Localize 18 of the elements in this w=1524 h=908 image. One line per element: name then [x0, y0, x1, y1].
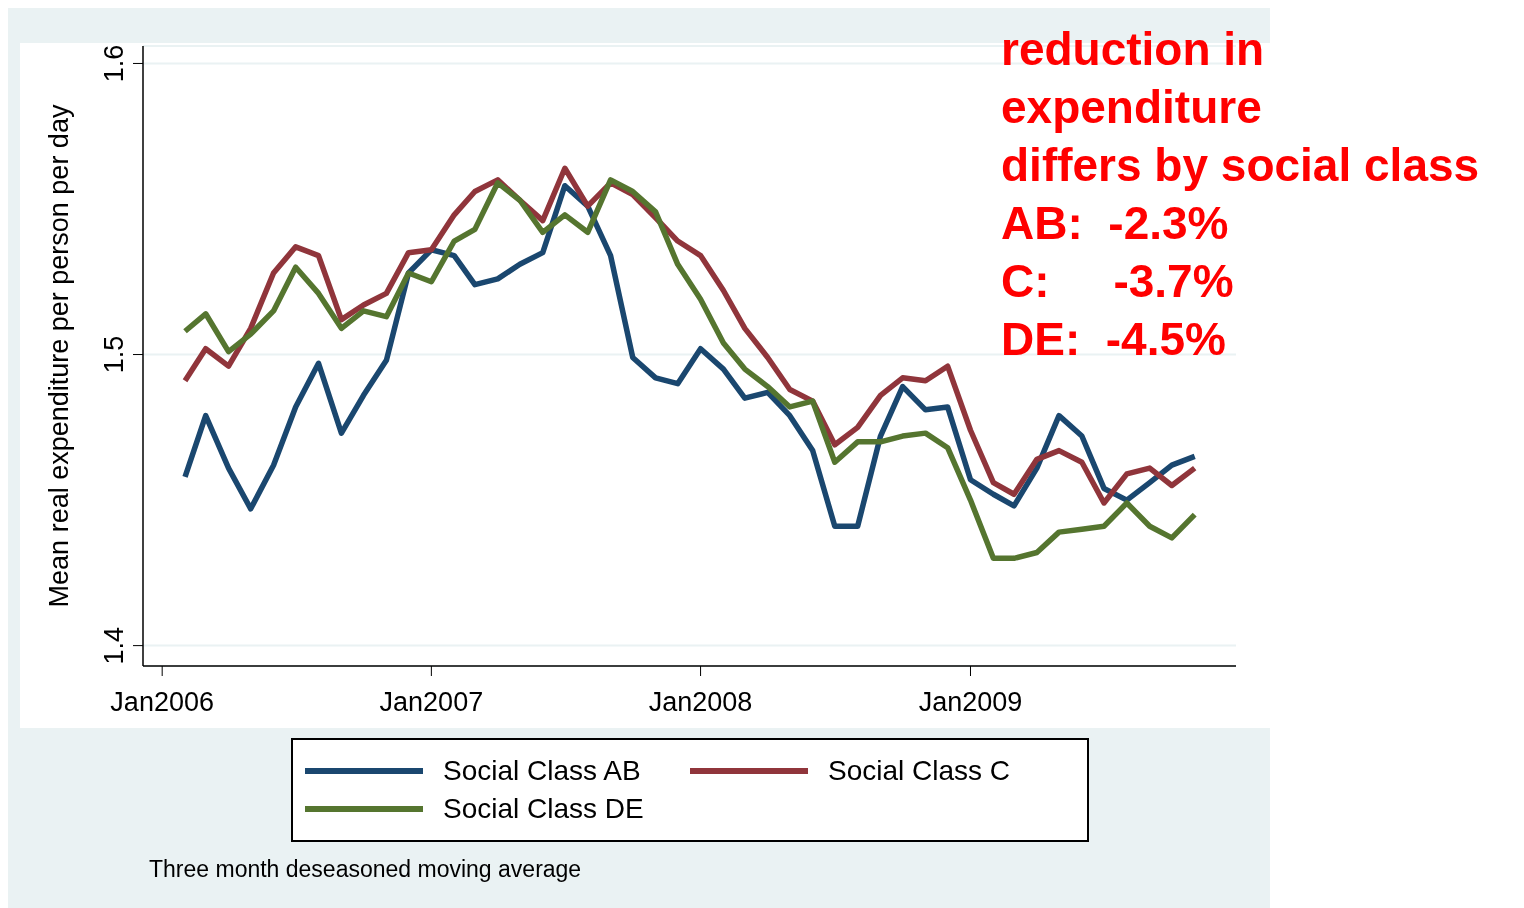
annotation: differs by social class	[1001, 138, 1480, 193]
text: Three month deseasoned moving average	[149, 856, 582, 883]
x-tick-label: Jan2006	[110, 687, 214, 718]
annotation: DE: -4.5%	[1001, 312, 1227, 367]
y-tick-label: 1.5	[99, 335, 129, 374]
legend-label: Social Class AB	[443, 755, 641, 787]
annotation: AB: -2.3%	[1001, 196, 1230, 251]
legend-label: Social Class DE	[443, 793, 644, 825]
y-axis-title: Mean real expenditure per person per day	[43, 104, 74, 608]
annotation: expenditure	[1001, 80, 1263, 135]
annotation: reduction in	[1001, 22, 1266, 77]
annotation: C: -3.7%	[1001, 254, 1235, 309]
y-tick-label: 1.6	[99, 44, 129, 83]
x-tick-label: Jan2008	[648, 687, 753, 718]
y-tick-label: 1.4	[99, 626, 129, 665]
x-tick-label: Jan2007	[379, 687, 484, 718]
x-tick-label: Jan2009	[918, 687, 1023, 718]
legend-label: Social Class C	[828, 755, 1011, 787]
